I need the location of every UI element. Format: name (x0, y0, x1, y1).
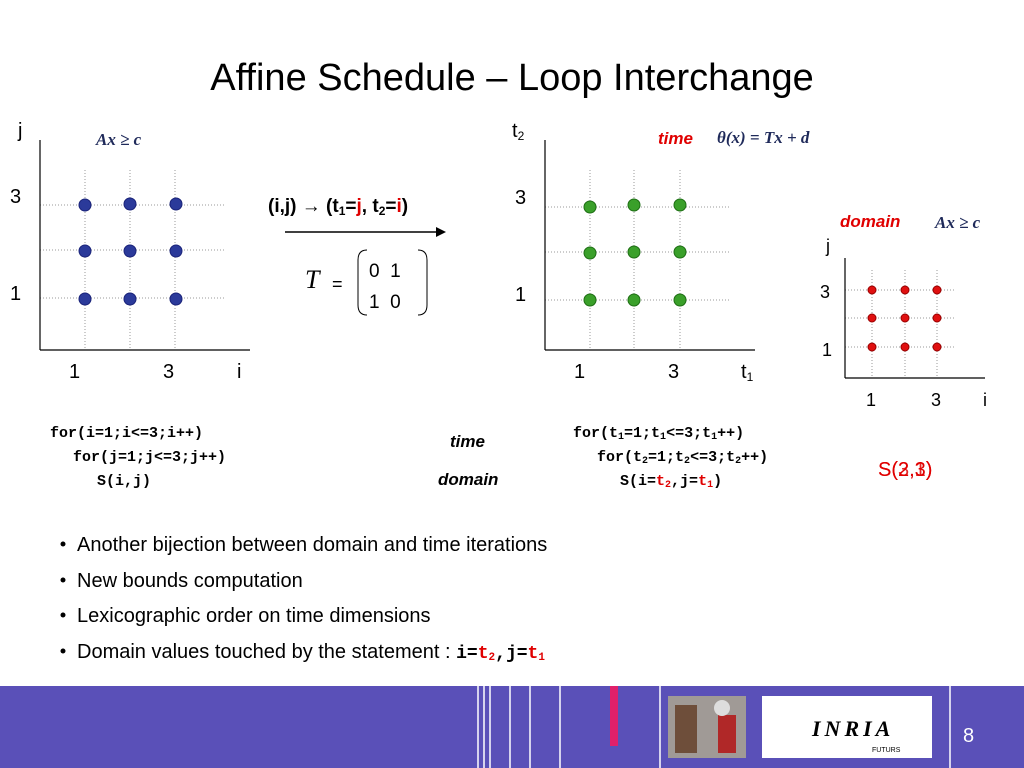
text-part: ++) (741, 449, 768, 466)
title: Affine Schedule – Loop Interchange (210, 57, 814, 99)
x-tick: 3 (931, 390, 941, 410)
code-line: for(j=1;j<=3;j++) (73, 449, 226, 466)
y-label: j (17, 120, 22, 142)
x-label: i (983, 390, 987, 410)
text-part: 1 (339, 204, 346, 218)
text-part: for(t (573, 425, 618, 442)
x-tick: 3 (163, 361, 174, 383)
text-part: 1 (538, 652, 545, 664)
code-line: for(i=1;i<=3;i++) (50, 425, 203, 442)
text-part: 1 (747, 370, 754, 384)
text-part: ) (713, 473, 722, 490)
text-part: t (478, 644, 489, 664)
y-tick: 1 (10, 283, 21, 305)
text-part: <=3;t (690, 449, 735, 466)
page-number: 8 (963, 725, 974, 747)
statement: S(2,3) (878, 459, 932, 481)
code-line: for(t1=1;t1<=3;t1++) (573, 425, 744, 443)
y-tick: 1 (822, 340, 832, 360)
x-tick: 1 (574, 361, 585, 383)
text-part: 2 (518, 129, 525, 143)
middle-label: time (450, 432, 485, 451)
matrix-row: 1 0 (369, 292, 401, 313)
equals: = (332, 274, 343, 294)
text-part: Domain values touched by the statement : (77, 641, 456, 663)
logo-sub: FUTURS (872, 747, 901, 754)
time-plot: time θ(x) = Tx + d t2 3 1 1 3 t1 (512, 120, 810, 384)
code-line: S(i,j) (97, 473, 151, 490)
text-part: → (302, 196, 321, 217)
text-part: (t (321, 196, 340, 217)
text-part: i (396, 196, 401, 217)
text-part: ) (402, 196, 408, 217)
text-part: t (656, 473, 665, 490)
matrix-row: 0 1 (369, 261, 401, 282)
x-tick: 3 (668, 361, 679, 383)
text-part: =1;t (648, 449, 684, 466)
code-line: S(i=t2,j=t1) (620, 473, 722, 491)
time-label: time (658, 129, 693, 148)
text-part: 2 (665, 480, 671, 491)
text-part: 1 (618, 432, 624, 443)
text-part: <=3;t (666, 425, 711, 442)
domain-plot: Ax ≥ c j 3 1 1 3 i (10, 120, 250, 383)
text-part: ++) (717, 425, 744, 442)
formula: Ax ≥ c (95, 130, 142, 149)
y-tick: 3 (820, 282, 830, 302)
text-part: 1 (660, 432, 666, 443)
y-tick: 3 (515, 187, 526, 209)
formula: Ax ≥ c (934, 213, 981, 232)
text-part: ,j= (495, 644, 527, 664)
formula: θ(x) = Tx + d (717, 128, 810, 147)
mapping: (i,j) → (t1=j, t2=i) (268, 196, 408, 218)
text-part: 2 (642, 456, 648, 467)
x-label: i (237, 361, 241, 383)
text-part: t (528, 644, 539, 664)
text-part: i= (456, 644, 478, 664)
y-label: j (825, 236, 830, 256)
bullet: Domain values touched by the statement :… (77, 641, 545, 664)
matrix-name: T (305, 265, 321, 294)
text-part: 2 (735, 456, 741, 467)
text-part: S(i= (620, 473, 656, 490)
text-part: t (741, 361, 747, 383)
text-part: 2 (489, 652, 496, 664)
text-part: =1;t (624, 425, 660, 442)
middle-label: domain (438, 470, 498, 489)
y-tick: 3 (10, 186, 21, 208)
small-plot: domain Ax ≥ c j 3 1 1 3 i S(2,3) S(3,1) (820, 212, 987, 481)
domain-label: domain (840, 212, 900, 231)
statement: S(3,1) (878, 459, 932, 481)
text-part: = (385, 196, 396, 217)
text-part: ,j= (671, 473, 698, 490)
text-part: 1 (707, 480, 713, 491)
text-part: 2 (684, 456, 690, 467)
bullets: Another bijection between domain and tim… (60, 534, 547, 664)
text-part: j (356, 196, 362, 217)
footer: INRIA FUTURS 8 (0, 686, 1024, 768)
y-tick: 1 (515, 284, 526, 306)
x-tick: 1 (69, 361, 80, 383)
text-part: t (698, 473, 707, 490)
text-part: 2 (379, 204, 386, 218)
text-part: for(t (597, 449, 642, 466)
logo: INRIA (811, 716, 894, 741)
text-part: t (512, 120, 518, 142)
text-part: (i,j) (268, 196, 302, 217)
x-tick: 1 (866, 390, 876, 410)
text-part: , t (362, 196, 380, 217)
transform: (i,j) → (t1=j, t2=i) T = 0 1 1 0 (268, 196, 446, 316)
code-line: for(t2=1;t2<=3;t2++) (597, 449, 768, 467)
bullet: Lexicographic order on time dimensions (77, 605, 431, 627)
bullet: New bounds computation (77, 570, 303, 592)
y-label: t2 (512, 120, 525, 143)
text-part: 1 (711, 432, 717, 443)
text-part: = (345, 196, 356, 217)
x-label: t1 (741, 361, 754, 384)
bullet: Another bijection between domain and tim… (77, 534, 547, 556)
